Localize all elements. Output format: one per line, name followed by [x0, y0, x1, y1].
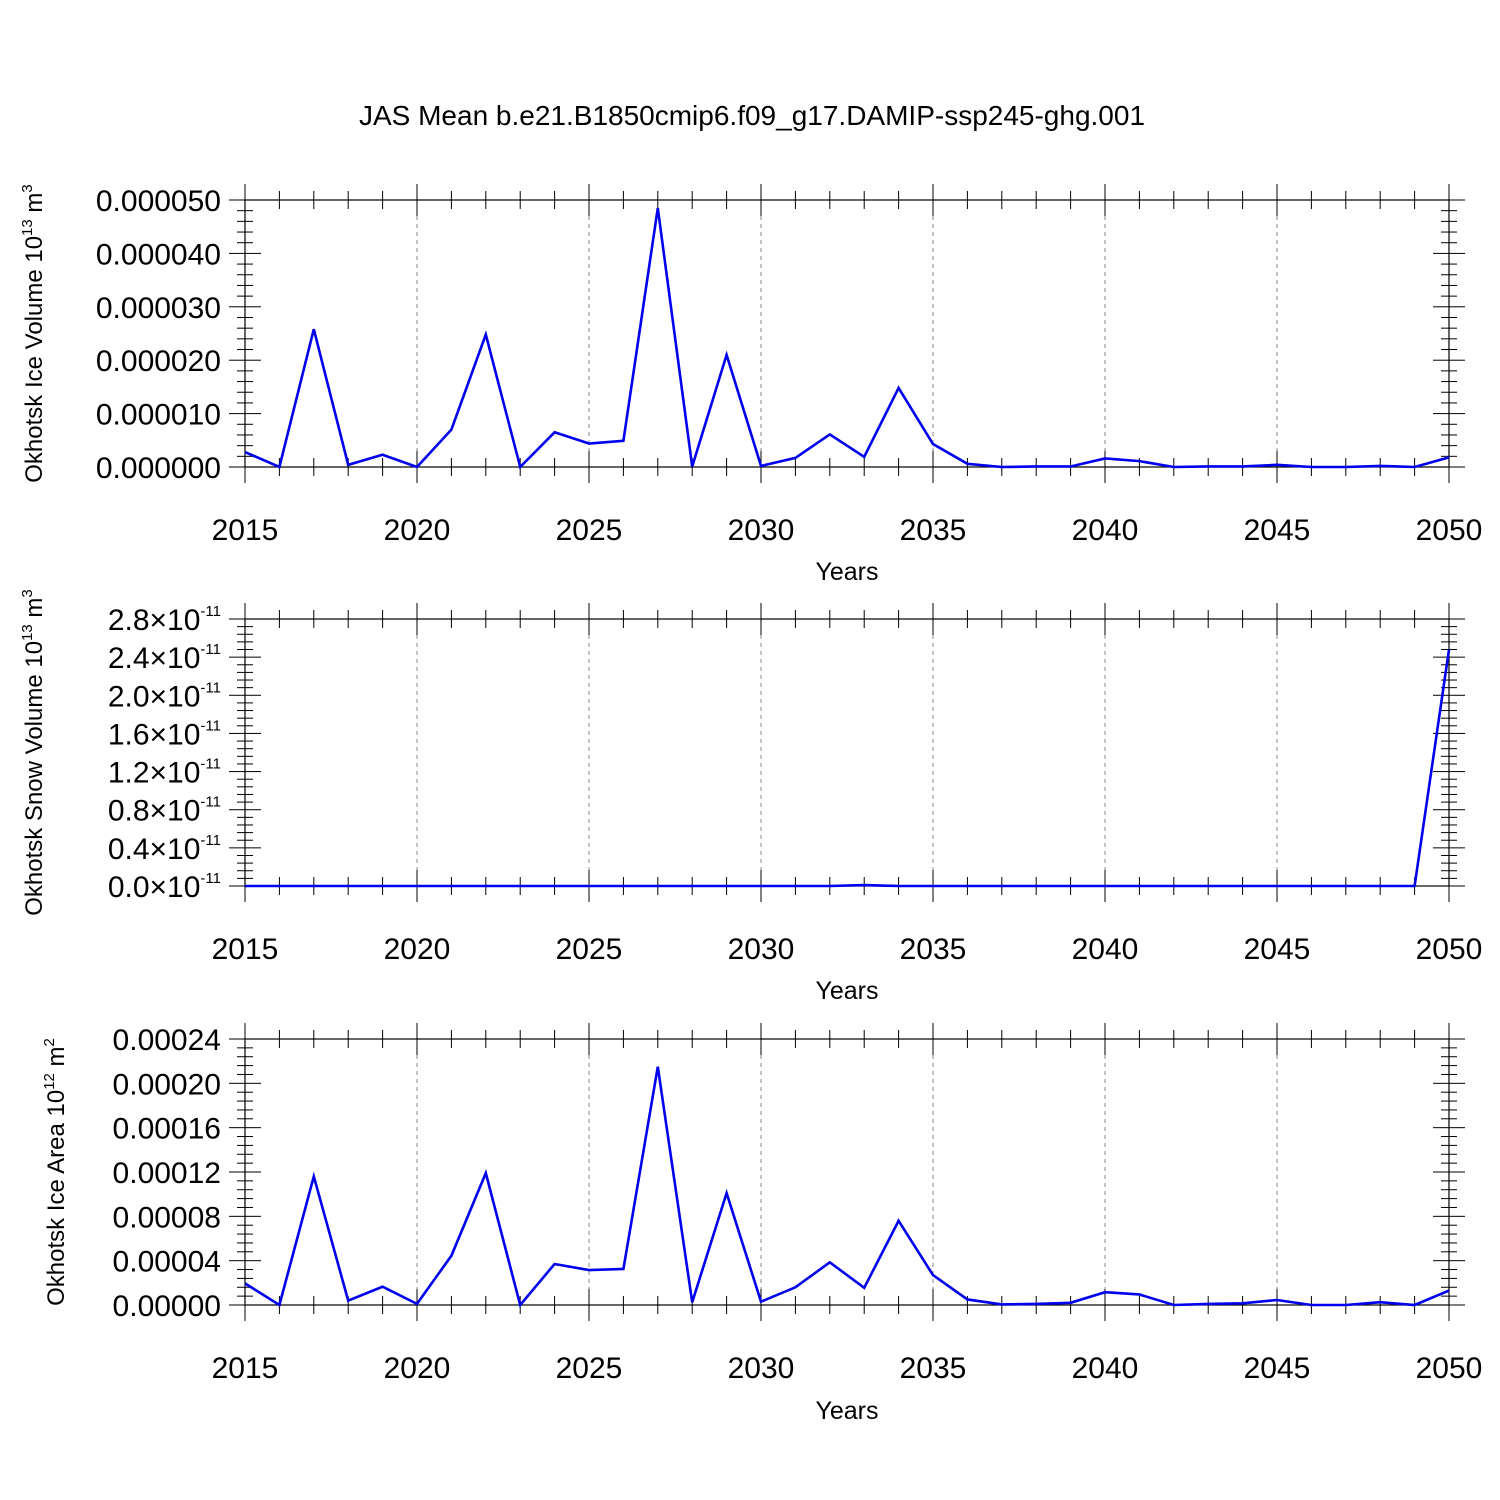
y-axis-title: Okhotsk Ice Volume 1013 m3	[19, 184, 48, 483]
x-tick-label: 2040	[1072, 1352, 1139, 1385]
series-line	[245, 649, 1451, 888]
y-tick-label: 0.000030	[96, 292, 221, 325]
y-tick-label: 0.00008	[113, 1201, 221, 1234]
y-tick-label: 0.000020	[96, 345, 221, 378]
series-line	[244, 207, 1450, 470]
y-tick-label: 2.8×10-11	[108, 603, 221, 637]
x-tick-label: 2045	[1244, 1352, 1311, 1385]
x-tick-label: 2050	[1416, 1352, 1483, 1385]
y-tick-label: 0.000040	[96, 238, 221, 271]
y-axis-title: Okhotsk Snow Volume 1013 m3	[19, 589, 48, 916]
y-tick-label: 1.6×10-11	[108, 717, 221, 751]
snow-volume-panel: 0.0×10-11 0.4×10-11 0.8×10-11 1.2×10-11 1.6×…	[19, 589, 1482, 1005]
x-tick-label: 2025	[556, 1352, 623, 1385]
x-tick-label: 2035	[900, 514, 967, 547]
x-tick-label: 2020	[384, 514, 451, 547]
x-axis-title: Years	[815, 558, 878, 586]
y-tick-label: 0.4×10-11	[108, 832, 221, 866]
y-axis-title: Okhotsk Ice Area 1012 m2	[41, 1038, 70, 1306]
y-tick-label: 0.00016	[113, 1113, 221, 1146]
plot-frame	[244, 199, 1450, 468]
x-tick-label: 2040	[1072, 933, 1139, 966]
y-tick-label: 1.2×10-11	[108, 756, 221, 790]
x-tick-label: 2015	[212, 514, 279, 547]
y-tick-label: 0.00020	[113, 1068, 221, 1101]
x-tick-label: 2035	[900, 1352, 967, 1385]
y-tick-label: 0.00024	[113, 1024, 221, 1057]
x-axis-title: Years	[815, 977, 878, 1005]
x-tick-label: 2020	[384, 1352, 451, 1385]
x-tick-label: 2015	[212, 933, 279, 966]
plot-frame	[244, 618, 1450, 887]
figure-title: JAS Mean b.e21.B1850cmip6.f09_g17.DAMIP-…	[359, 100, 1145, 131]
x-tick-label: 2015	[212, 1352, 279, 1385]
x-tick-label: 2040	[1072, 514, 1139, 547]
x-tick-label: 2050	[1416, 933, 1483, 966]
x-tick-label: 2030	[728, 514, 795, 547]
series-line	[244, 1066, 1450, 1308]
y-tick-label: 2.0×10-11	[108, 679, 221, 713]
x-tick-label: 2030	[728, 1352, 795, 1385]
y-tick-label: 0.00004	[113, 1246, 221, 1279]
plot-frame	[244, 1038, 1450, 1306]
x-tick-label: 2025	[556, 933, 623, 966]
x-tick-label: 2030	[728, 933, 795, 966]
y-tick-label: 0.000000	[96, 452, 221, 485]
x-tick-label: 2045	[1244, 933, 1311, 966]
y-tick-label: 0.8×10-11	[108, 794, 221, 828]
x-tick-label: 2020	[384, 933, 451, 966]
x-axis-title: Years	[815, 1397, 878, 1425]
y-tick-label: 0.000010	[96, 399, 221, 432]
y-tick-label: 0.00000	[113, 1290, 221, 1323]
y-tick-label: 0.0×10-11	[108, 870, 221, 904]
ice-area-panel: 0.00000 0.00004 0.00008 0.00012 0.00016 0.000…	[41, 1023, 1482, 1425]
x-tick-label: 2035	[900, 933, 967, 966]
x-tick-label: 2025	[556, 514, 623, 547]
y-tick-label: 2.4×10-11	[108, 641, 221, 675]
x-tick-label: 2050	[1416, 514, 1483, 547]
ice-volume-panel: 0.000000 0.000010 0.000020 0.000030 0.000040…	[19, 184, 1482, 586]
y-tick-label: 0.000050	[96, 185, 221, 218]
y-tick-label: 0.00012	[113, 1157, 221, 1190]
x-tick-label: 2045	[1244, 514, 1311, 547]
